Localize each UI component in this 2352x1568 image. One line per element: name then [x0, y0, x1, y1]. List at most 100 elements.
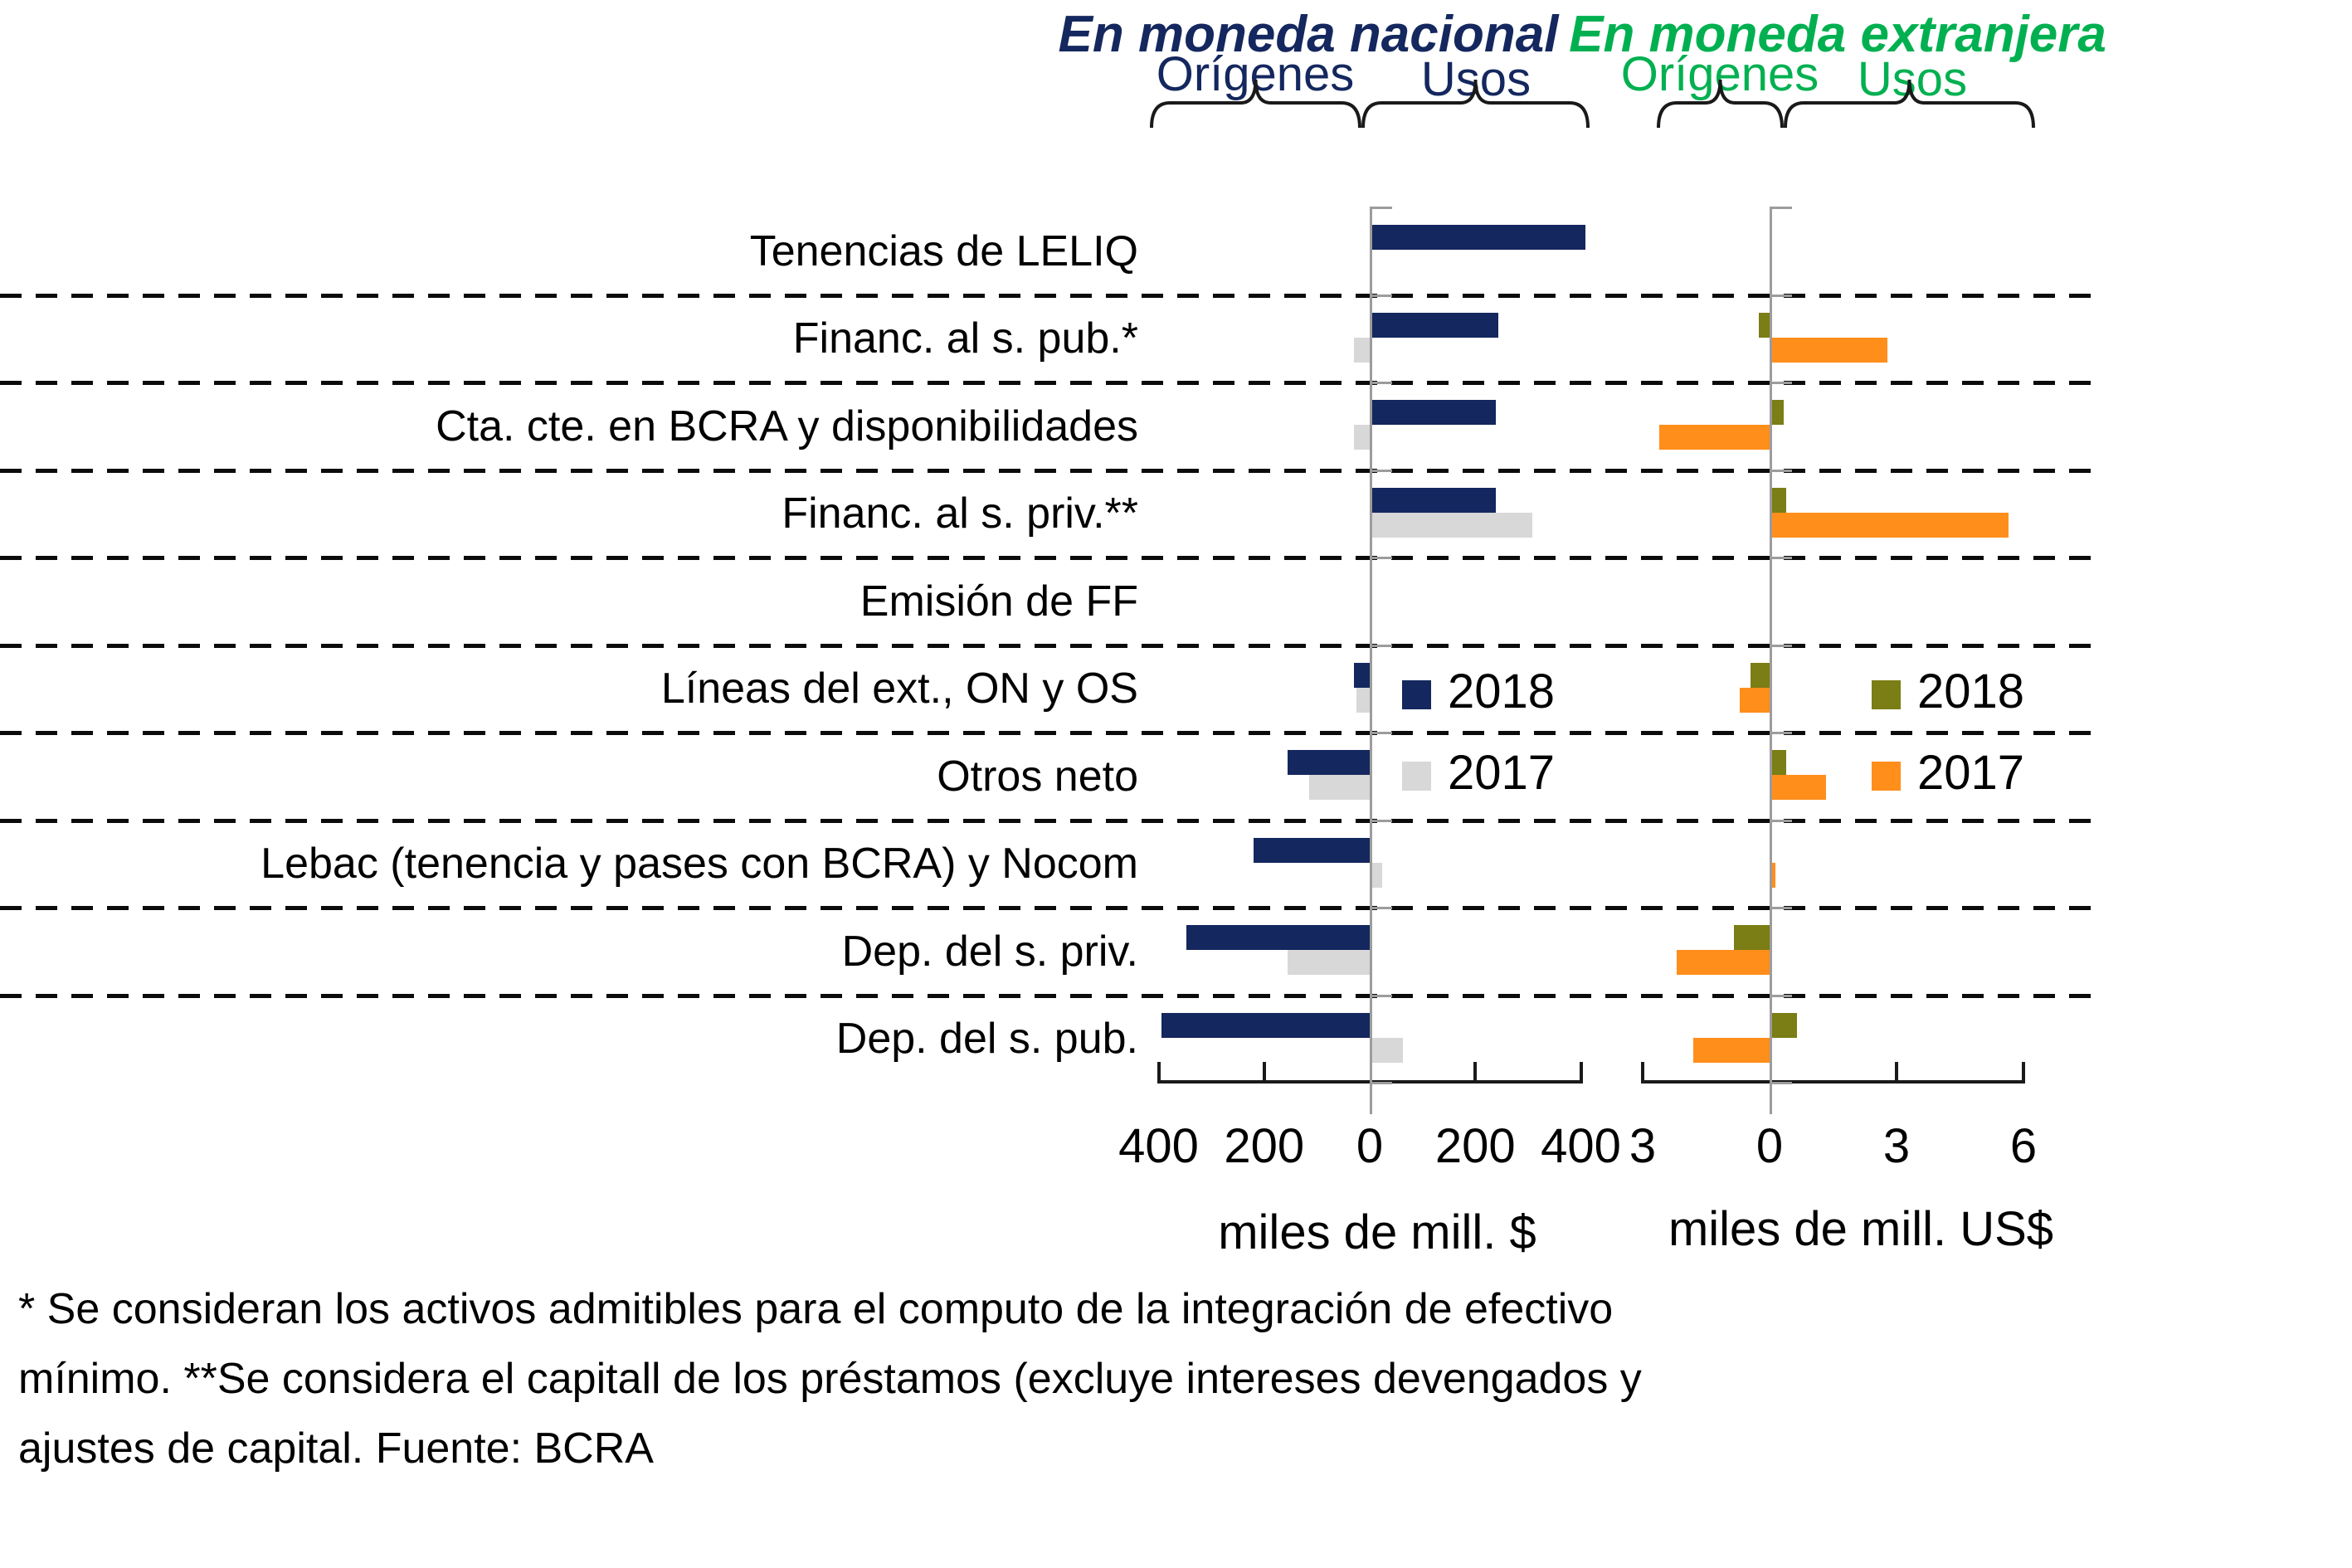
bar-2018-pesos-row7	[1254, 837, 1370, 863]
legend-label-usd-2018: 2018	[1917, 665, 2025, 718]
category-label: Financ. al s. pub.*	[792, 314, 1138, 363]
bar-2017-usd-row5	[1740, 687, 1770, 713]
x-axis-tick	[1157, 1062, 1161, 1083]
bar-2018-usd-row9	[1771, 1012, 1797, 1038]
zero-axis-tick	[1770, 294, 1792, 297]
row-separator-line	[0, 381, 2103, 385]
x-axis-tick-label: 0	[1755, 1119, 1784, 1173]
x-axis-tick	[1641, 1062, 1644, 1083]
zero-axis-tick	[1770, 644, 1792, 647]
x-axis-tick-label: 400	[1541, 1119, 1621, 1173]
bar-2018-usd-row5	[1751, 662, 1770, 688]
row-separator-line	[0, 731, 2103, 735]
category-label: Otros neto	[937, 752, 1138, 801]
bar-2018-pesos-row3	[1371, 487, 1496, 513]
bar-2018-usd-row2	[1771, 400, 1785, 425]
header-national-uses: Usos	[1420, 52, 1531, 106]
bar-2017-usd-row7	[1771, 862, 1776, 888]
bar-2018-pesos-row0	[1371, 225, 1585, 250]
zero-axis-tick	[1770, 994, 1792, 997]
x-axis-tick	[1895, 1062, 1898, 1083]
x-axis-tick	[1473, 1062, 1478, 1083]
bar-2017-usd-row6	[1771, 775, 1827, 800]
zero-axis-tick	[1370, 294, 1392, 297]
footnote-line-2: mínimo. **Se considera el capitall de lo…	[18, 1355, 1642, 1403]
legend-label-pesos-2018: 2018	[1448, 665, 1556, 718]
zero-axis-tick	[1370, 1082, 1392, 1084]
brace-foreign-origins	[1657, 79, 1784, 129]
bar-2017-pesos-row9	[1371, 1037, 1404, 1063]
footnote-line-3: ajustes de capital. Fuente: BCRA	[18, 1424, 654, 1473]
bar-2017-pesos-row5	[1356, 687, 1370, 713]
bar-2018-usd-row1	[1759, 312, 1770, 338]
bar-2017-pesos-row8	[1288, 950, 1370, 975]
bar-2018-usd-row3	[1771, 487, 1786, 513]
x-axis-tick-label: 3	[1629, 1119, 1657, 1173]
x-axis-tick-label: 200	[1224, 1119, 1305, 1173]
bar-2017-usd-row9	[1693, 1037, 1770, 1063]
axis-caption-usd: miles de mill. US$	[1668, 1202, 2054, 1256]
zero-axis-tick	[1370, 557, 1392, 559]
zero-axis-tick	[1770, 819, 1792, 822]
zero-axis-tick	[1370, 819, 1392, 822]
zero-axis-tick	[1770, 732, 1792, 734]
bar-2018-usd-row6	[1771, 750, 1786, 775]
x-axis-tick	[2022, 1062, 2025, 1083]
bar-2017-pesos-row2	[1353, 425, 1370, 450]
row-separator-line	[0, 556, 2103, 560]
bar-2018-pesos-row9	[1161, 1012, 1370, 1038]
zero-axis-tick	[1370, 382, 1392, 384]
x-axis-tick-label: 400	[1118, 1119, 1199, 1173]
bar-2018-pesos-row5	[1353, 662, 1370, 688]
row-separator-line	[0, 818, 2103, 823]
zero-axis-tick	[1770, 1082, 1792, 1084]
x-axis-tick	[1579, 1062, 1583, 1083]
zero-axis-tick	[1370, 207, 1392, 209]
bar-2017-usd-row3	[1771, 512, 2009, 538]
row-separator-line	[0, 468, 2103, 473]
category-label: Líneas del ext., ON y OS	[660, 665, 1138, 713]
zero-axis-tick	[1370, 732, 1392, 734]
zero-axis-tick	[1370, 994, 1392, 997]
bar-2017-pesos-row1	[1353, 337, 1370, 363]
x-axis-tick-label: 200	[1434, 1119, 1516, 1173]
legend-label-pesos-2017: 2017	[1448, 746, 1556, 800]
legend-swatch-usd-2017	[1872, 762, 1901, 791]
category-label: Financ. al s. priv.**	[782, 489, 1138, 538]
x-axis-tick-label: 3	[1882, 1119, 1911, 1173]
bar-2017-pesos-row7	[1371, 862, 1382, 888]
x-axis-tick-label: 0	[1356, 1119, 1384, 1173]
category-label: Cta. cte. en BCRA y disponibilidades	[436, 402, 1138, 450]
legend-swatch-pesos-2018	[1402, 680, 1431, 709]
zero-axis-tick	[1770, 382, 1792, 384]
category-label: Tenencias de LELIQ	[749, 226, 1138, 275]
category-label: Dep. del s. pub.	[835, 1015, 1138, 1064]
zero-axis-line	[1770, 207, 1772, 1114]
bar-2018-pesos-row1	[1371, 312, 1498, 338]
bar-2017-usd-row1	[1771, 337, 1888, 363]
legend-swatch-usd-2018	[1872, 680, 1901, 709]
zero-axis-tick	[1370, 469, 1392, 472]
brace-national-origins	[1150, 79, 1361, 129]
row-separator-line	[0, 906, 2103, 910]
brace-foreign-uses	[1784, 79, 2035, 129]
x-axis-tick-label: 6	[2009, 1119, 2038, 1173]
bar-2017-pesos-row3	[1371, 512, 1533, 538]
braces-group	[1150, 79, 2035, 129]
bar-2017-usd-row8	[1676, 950, 1770, 975]
row-separator-line	[0, 643, 2103, 648]
x-axis-line	[1643, 1080, 2023, 1083]
bar-2018-usd-row8	[1733, 925, 1770, 950]
row-separator-line	[0, 293, 2103, 298]
x-axis-tick	[1262, 1062, 1266, 1083]
footnote-line-1: * Se consideran los activos admitibles p…	[18, 1285, 1614, 1333]
zero-axis-tick	[1770, 469, 1792, 472]
bar-2017-usd-row2	[1659, 425, 1770, 450]
category-label: Emisión de FF	[859, 577, 1138, 626]
zero-axis-tick	[1370, 907, 1392, 909]
bar-2018-pesos-row6	[1288, 750, 1370, 775]
category-label: Lebac (tenencia y pases con BCRA) y Noco…	[261, 840, 1138, 889]
zero-axis-tick	[1770, 557, 1792, 559]
bar-2018-pesos-row2	[1371, 400, 1496, 425]
